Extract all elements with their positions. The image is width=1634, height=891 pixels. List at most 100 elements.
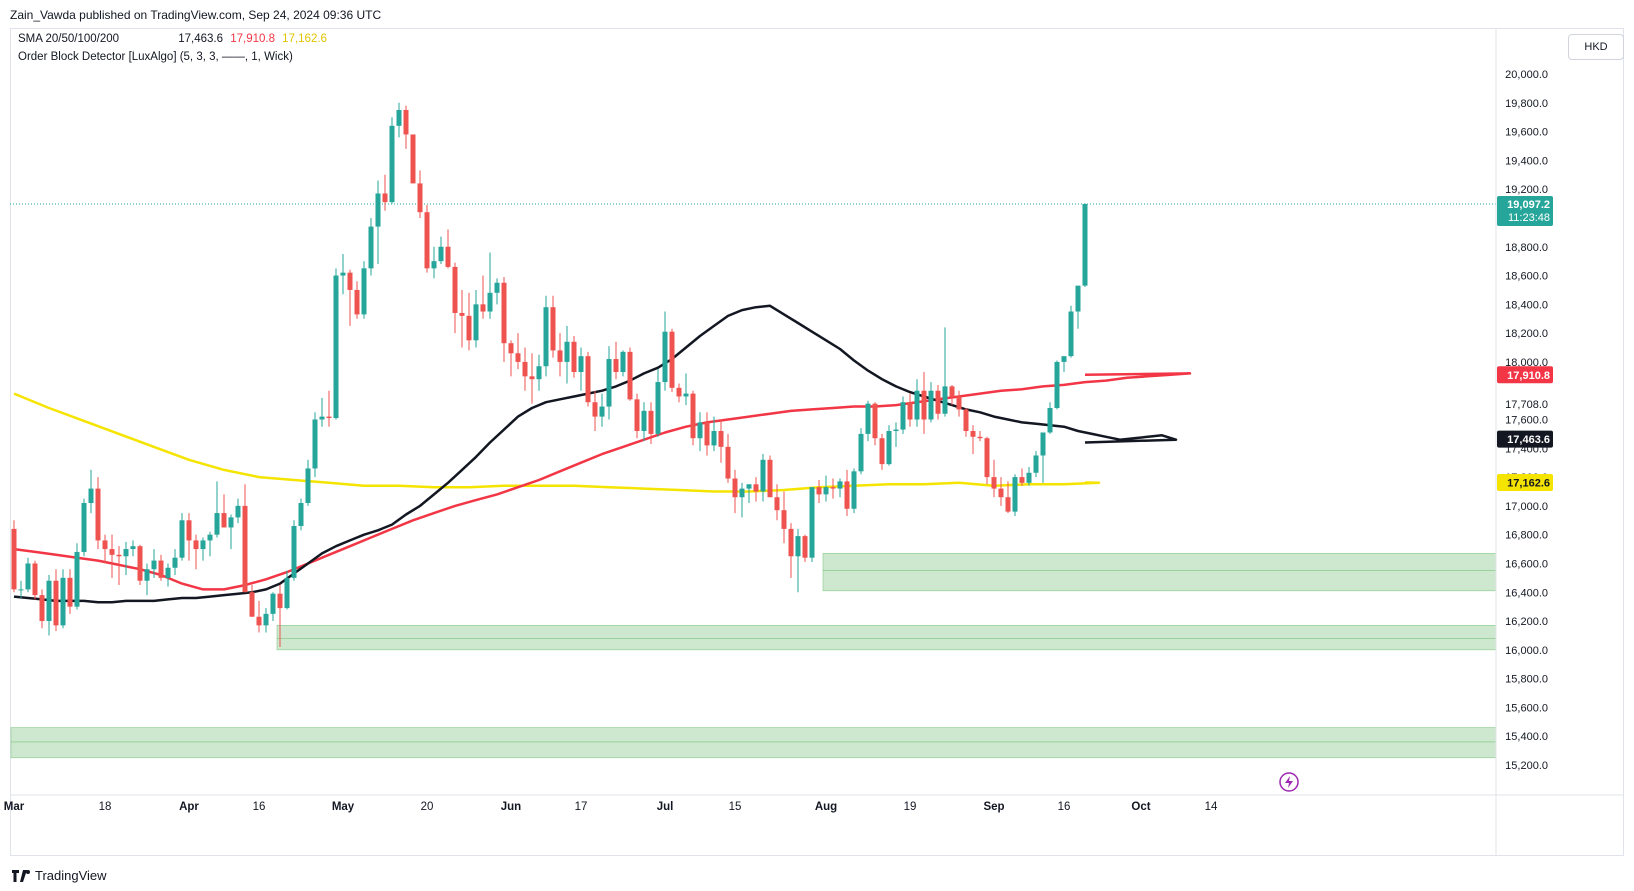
candle	[354, 289, 360, 315]
candle	[676, 387, 682, 397]
candle	[543, 307, 549, 367]
candle	[942, 386, 948, 414]
candle	[788, 528, 794, 557]
candle	[1026, 472, 1032, 483]
candle	[137, 546, 143, 581]
y-tick-label: 16,600.0	[1505, 558, 1548, 570]
candle	[228, 517, 234, 528]
candle	[452, 266, 458, 313]
candle	[200, 540, 206, 550]
candle	[1040, 432, 1046, 456]
x-tick-label: 20	[421, 801, 434, 813]
candle	[445, 246, 451, 267]
candle	[816, 487, 822, 495]
candle	[88, 488, 94, 503]
candle	[361, 268, 367, 315]
candle	[865, 403, 871, 434]
x-tick-label: Sep	[983, 801, 1004, 813]
currency-button[interactable]: HKD	[1568, 34, 1624, 60]
candle	[648, 410, 654, 434]
footer-brand: TradingView	[35, 868, 107, 883]
sma-legend[interactable]: SMA 20/50/100/200 17,463.6 17,910.8 17,1…	[18, 33, 331, 45]
sma100-line	[13, 392, 1101, 493]
candle	[382, 193, 388, 203]
candle	[956, 396, 962, 410]
orderblock-legend[interactable]: Order Block Detector [LuxAlgo] (5, 3, 3,…	[18, 51, 293, 63]
x-tick-label: 18	[99, 801, 112, 813]
y-tick-label: 15,400.0	[1505, 731, 1548, 743]
y-tick-label: 16,200.0	[1505, 616, 1548, 628]
candle	[844, 481, 850, 509]
lightning-icon	[1285, 776, 1293, 788]
candle	[886, 431, 892, 465]
candle	[620, 351, 626, 372]
candle	[921, 390, 927, 420]
candle	[697, 422, 703, 439]
price-label-0: 17,910.8	[1507, 370, 1550, 382]
candle	[249, 592, 255, 617]
candle	[830, 487, 836, 489]
candle	[11, 528, 17, 590]
sma20-value: 17,463.6	[178, 33, 223, 45]
candle	[347, 272, 353, 290]
candle	[795, 536, 801, 557]
candle	[242, 505, 248, 593]
y-tick-label: 15,600.0	[1505, 702, 1548, 714]
order-block-0	[822, 553, 1497, 592]
candle	[900, 402, 906, 430]
candle	[935, 390, 941, 414]
price-label-1-bg	[1497, 430, 1553, 448]
candle	[1068, 311, 1074, 357]
candle	[494, 282, 500, 293]
x-tick-label: 14	[1205, 801, 1218, 813]
candle	[312, 419, 318, 469]
candle	[417, 183, 423, 213]
price-label-0-bg	[1497, 366, 1553, 384]
candle	[851, 471, 857, 509]
candle	[725, 446, 731, 479]
candle	[802, 536, 808, 558]
publisher-line: Zain_Vawda published on TradingView.com,…	[10, 8, 382, 22]
candle	[1019, 477, 1025, 483]
candle	[466, 315, 472, 341]
candle	[599, 406, 605, 417]
y-tick-label: 20,000.0	[1505, 69, 1548, 81]
sma50-line	[13, 372, 1192, 591]
candle	[809, 487, 815, 558]
candle	[767, 459, 773, 498]
candle	[557, 350, 563, 362]
y-tick-label: 15,800.0	[1505, 674, 1548, 686]
candle	[711, 431, 717, 446]
candle	[592, 402, 598, 417]
candle	[991, 477, 997, 489]
sma50-value: 17,910.8	[230, 33, 275, 45]
candle	[298, 502, 304, 527]
tradingview-logo-icon	[12, 869, 30, 882]
candle	[235, 505, 241, 518]
chart-frame	[10, 28, 1624, 856]
candle	[732, 478, 738, 498]
candle	[95, 488, 101, 541]
sma-legend-label: SMA 20/50/100/200	[18, 33, 120, 45]
x-tick-label: 16	[253, 801, 266, 813]
x-tick-label: 17	[575, 801, 588, 813]
x-tick-label: Aug	[815, 801, 837, 813]
candle	[368, 226, 374, 269]
candle	[123, 549, 129, 557]
candle	[116, 554, 122, 557]
y-tick-label: 19,800.0	[1505, 98, 1548, 110]
y-tick-label: 16,800.0	[1505, 530, 1548, 542]
y-tick-label: 18,400.0	[1505, 299, 1548, 311]
candle	[578, 356, 584, 372]
candle	[263, 613, 269, 626]
candle	[550, 307, 556, 351]
candle	[424, 212, 430, 269]
candle	[319, 416, 325, 420]
order-block-1	[276, 625, 1497, 651]
y-tick-label: 16,000.0	[1505, 645, 1548, 657]
candle	[1061, 356, 1067, 362]
candle	[1082, 203, 1088, 286]
y-tick-label: 16,400.0	[1505, 587, 1548, 599]
y-tick-label: 18,800.0	[1505, 242, 1548, 254]
